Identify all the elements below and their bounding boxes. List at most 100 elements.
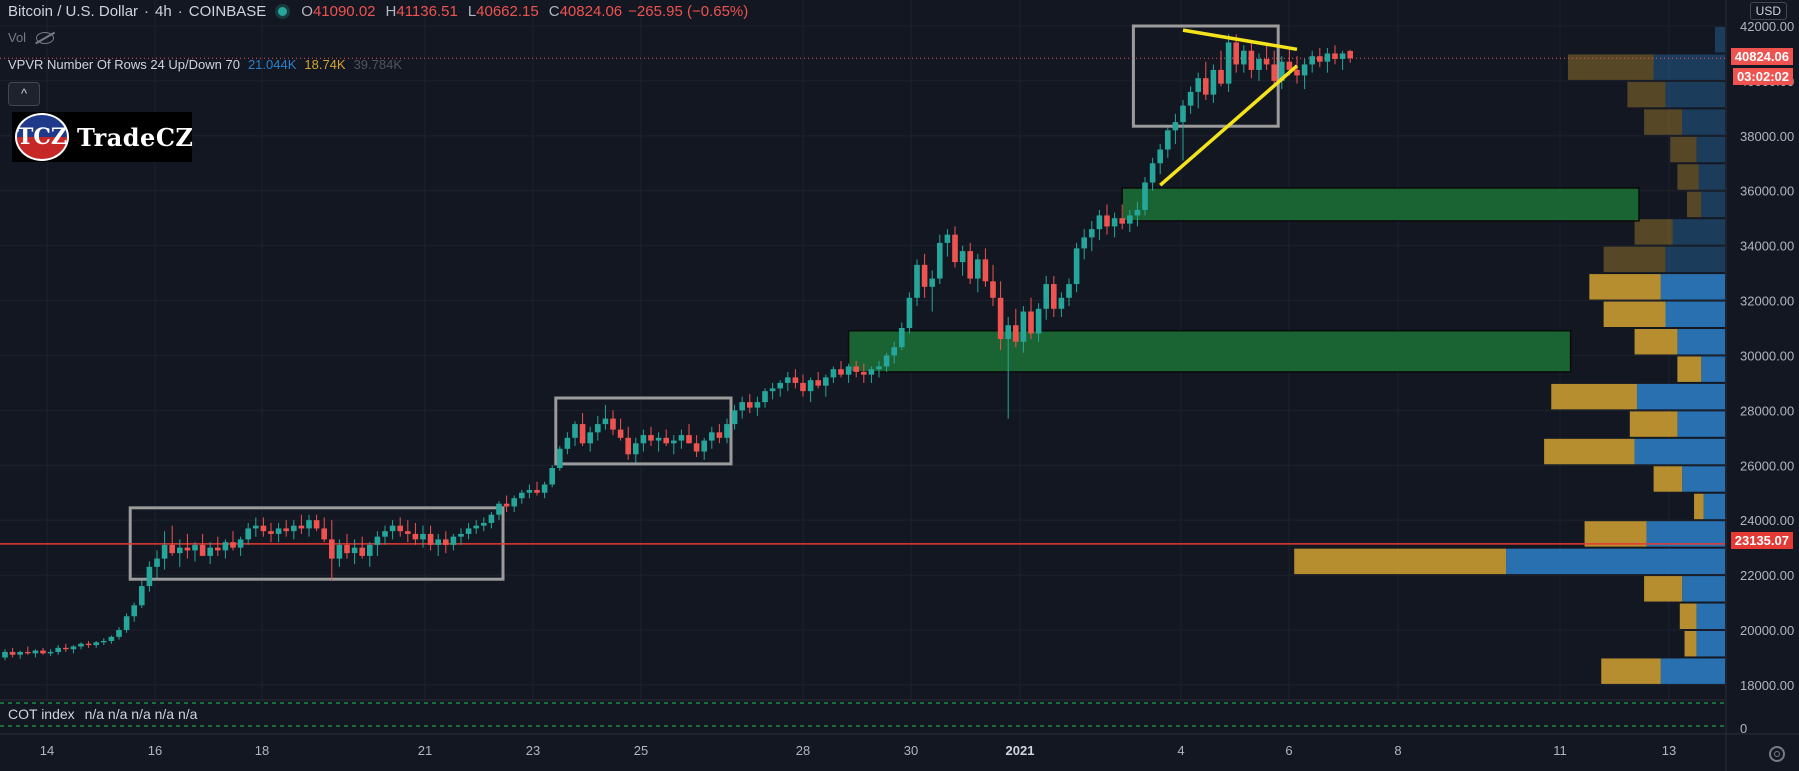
candle-body [488,514,495,523]
volume-profile-up-bar [1665,81,1725,108]
volume-profile-down-bar [1584,521,1647,547]
candle-body [959,251,966,263]
candle-body [693,443,700,452]
price-axis-label: 28000.00 [1740,403,1794,418]
candle-body [1180,105,1186,123]
candle-body [921,264,928,287]
candle-body [769,388,776,392]
settings-gear-icon[interactable] [1769,746,1785,762]
time-axis-label: 28 [796,743,810,758]
candle-body [1332,53,1338,59]
volume-profile-down-bar [1694,493,1704,520]
candle-body [1218,69,1224,84]
price-axis-label: 42000.00 [1740,19,1794,34]
candle-body [1096,215,1103,230]
candle-body [861,371,867,375]
volume-profile-up-bar [1665,301,1725,327]
candle-body [1066,284,1072,298]
currency-badge[interactable]: USD [1749,2,1787,20]
candle-body [1157,149,1163,164]
candle-body [1051,284,1057,309]
interval-label[interactable]: 4h [155,3,172,20]
vpvr-down-value: 18.74K [304,57,346,72]
candle-body [625,437,631,455]
candle-body [344,544,350,554]
candle-body [1020,311,1027,342]
candle-body [298,525,305,529]
candle-body [78,643,84,647]
volume-profile-up-bar [1682,466,1725,492]
candle-body [283,528,289,532]
candle-body [815,380,821,386]
candle-body [1286,61,1293,70]
time-axis-label: 2021 [1006,743,1035,758]
change-value: −265.95 (−0.65%) [628,3,749,20]
volume-profile-up-bar [1672,219,1725,245]
market-status-icon[interactable] [278,7,288,16]
candle-body [823,377,829,386]
candle-body [313,520,320,529]
price-axis-label: 32000.00 [1740,294,1794,309]
volume-profile-down-bar [1589,274,1661,300]
volume-profile-down-bar [1677,164,1699,190]
cot-label[interactable]: COT index [8,706,75,722]
candle-body [222,542,229,551]
candle-body [1241,50,1247,65]
vpvr-legend[interactable]: VPVR Number Of Rows 24 Up/Down 70 21.044… [8,57,402,72]
high-label: H [385,3,397,20]
candle-body [230,542,236,548]
volume-legend[interactable]: Vol [8,30,55,45]
candle-body [481,522,487,526]
time-axis-label: 18 [255,743,269,758]
time-axis-label: 16 [148,743,162,758]
hline-price-tag: 23135.07 [1730,532,1793,549]
volume-profile-up-bar [1653,54,1725,80]
price-axis-label: 30000.00 [1740,348,1794,363]
candle-body [382,531,388,537]
candle-body [975,259,981,279]
volume-profile-up-bar [1646,521,1725,547]
collapse-legend-button[interactable]: ^ [8,82,40,106]
candle-body [868,369,875,375]
volume-profile-up-bar [1660,274,1725,300]
hidden-eye-icon[interactable] [36,31,55,44]
candle-body [1317,56,1323,62]
volume-profile-up-bar [1660,658,1725,684]
candle-body [929,278,935,287]
volume-profile-up-bar [1701,356,1725,382]
candle-body [1005,325,1011,339]
cot-legend[interactable]: COT index n/a n/a n/a n/a n/a [8,706,197,722]
candle-body [1279,61,1285,81]
candle-body [101,640,107,643]
candle-body [397,525,403,532]
time-axis-label: 25 [634,743,648,758]
candle-body [1134,209,1141,216]
vpvr-label[interactable]: VPVR Number Of Rows 24 Up/Down 70 [8,57,240,72]
consolidation-box [554,396,733,466]
price-axis-label: 24000.00 [1740,513,1794,528]
candle-body [359,547,365,556]
candle-body [754,402,761,408]
candle-body [1127,215,1133,224]
candle-body [1301,64,1308,76]
bar-countdown-tag: 03:02:02 [1732,68,1793,85]
tcz-badge: TCZ [15,113,69,161]
volume-profile-down-bar [1544,438,1635,465]
candle-body [496,503,502,515]
candle-body [1149,163,1156,183]
candle-body [116,630,122,637]
symbol-name[interactable]: Bitcoin / U.S. Dollar [8,3,139,20]
candle-body [1035,308,1042,334]
candle-body [55,647,61,652]
vpvr-total-value: 39.784K [353,57,403,72]
price-axis-label: 34000.00 [1740,239,1794,254]
candle-body [215,547,221,551]
volume-profile-up-bar [1696,631,1725,657]
time-axis-label: 6 [1285,743,1292,758]
candle-body [610,418,616,430]
candle-body [617,429,624,438]
volume-label[interactable]: Vol [8,30,27,45]
candle-body [997,297,1004,339]
